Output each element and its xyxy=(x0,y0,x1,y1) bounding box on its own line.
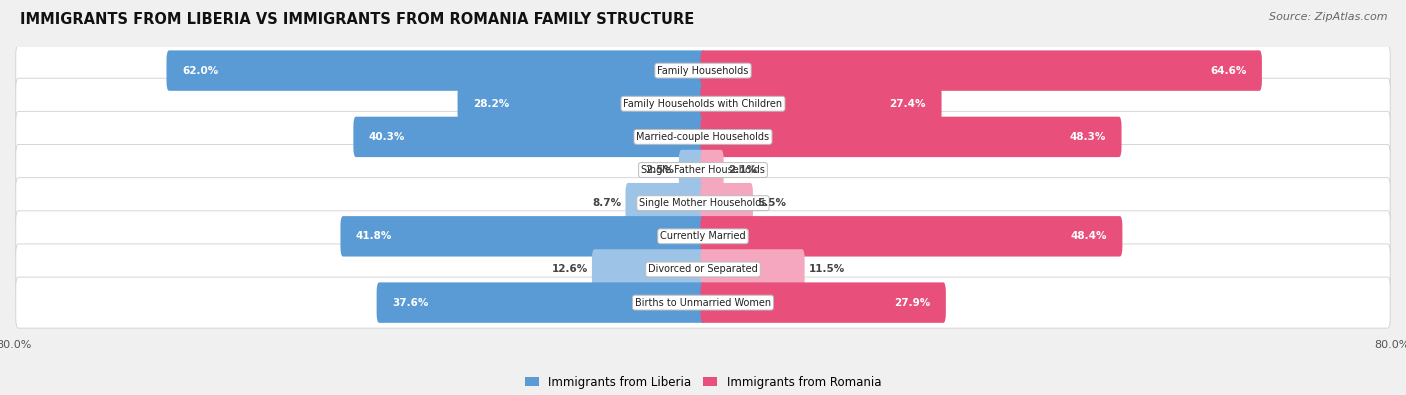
Text: IMMIGRANTS FROM LIBERIA VS IMMIGRANTS FROM ROMANIA FAMILY STRUCTURE: IMMIGRANTS FROM LIBERIA VS IMMIGRANTS FR… xyxy=(20,12,695,27)
Text: 27.4%: 27.4% xyxy=(890,99,927,109)
Legend: Immigrants from Liberia, Immigrants from Romania: Immigrants from Liberia, Immigrants from… xyxy=(520,371,886,393)
Text: Currently Married: Currently Married xyxy=(661,231,745,241)
Text: 2.5%: 2.5% xyxy=(645,165,675,175)
Text: 27.9%: 27.9% xyxy=(894,297,931,308)
Text: 28.2%: 28.2% xyxy=(472,99,509,109)
Text: Family Households: Family Households xyxy=(658,66,748,75)
FancyBboxPatch shape xyxy=(700,117,1122,157)
FancyBboxPatch shape xyxy=(457,83,706,124)
FancyBboxPatch shape xyxy=(377,282,706,323)
Text: 5.5%: 5.5% xyxy=(758,198,786,208)
Text: Married-couple Households: Married-couple Households xyxy=(637,132,769,142)
Text: 48.3%: 48.3% xyxy=(1070,132,1107,142)
Text: Divorced or Separated: Divorced or Separated xyxy=(648,265,758,275)
FancyBboxPatch shape xyxy=(700,216,1122,256)
FancyBboxPatch shape xyxy=(592,249,706,290)
Text: 48.4%: 48.4% xyxy=(1070,231,1107,241)
Text: 64.6%: 64.6% xyxy=(1211,66,1246,75)
Text: Births to Unmarried Women: Births to Unmarried Women xyxy=(636,297,770,308)
FancyBboxPatch shape xyxy=(15,111,1391,162)
FancyBboxPatch shape xyxy=(340,216,706,256)
FancyBboxPatch shape xyxy=(15,145,1391,196)
Text: 37.6%: 37.6% xyxy=(392,297,429,308)
FancyBboxPatch shape xyxy=(15,244,1391,295)
FancyBboxPatch shape xyxy=(700,83,942,124)
FancyBboxPatch shape xyxy=(15,277,1391,328)
Text: 11.5%: 11.5% xyxy=(808,265,845,275)
Text: 41.8%: 41.8% xyxy=(356,231,392,241)
FancyBboxPatch shape xyxy=(700,51,1263,91)
FancyBboxPatch shape xyxy=(15,178,1391,229)
Text: 8.7%: 8.7% xyxy=(592,198,621,208)
Text: 12.6%: 12.6% xyxy=(551,265,588,275)
FancyBboxPatch shape xyxy=(700,249,804,290)
FancyBboxPatch shape xyxy=(626,183,706,224)
FancyBboxPatch shape xyxy=(15,78,1391,129)
FancyBboxPatch shape xyxy=(15,211,1391,262)
FancyBboxPatch shape xyxy=(700,150,724,190)
Text: Family Households with Children: Family Households with Children xyxy=(623,99,783,109)
Text: 62.0%: 62.0% xyxy=(181,66,218,75)
FancyBboxPatch shape xyxy=(166,51,706,91)
Text: Source: ZipAtlas.com: Source: ZipAtlas.com xyxy=(1270,12,1388,22)
FancyBboxPatch shape xyxy=(353,117,706,157)
FancyBboxPatch shape xyxy=(700,282,946,323)
Text: 40.3%: 40.3% xyxy=(368,132,405,142)
Text: 2.1%: 2.1% xyxy=(728,165,756,175)
Text: Single Mother Households: Single Mother Households xyxy=(640,198,766,208)
Text: Single Father Households: Single Father Households xyxy=(641,165,765,175)
FancyBboxPatch shape xyxy=(15,45,1391,96)
FancyBboxPatch shape xyxy=(679,150,706,190)
FancyBboxPatch shape xyxy=(700,183,754,224)
